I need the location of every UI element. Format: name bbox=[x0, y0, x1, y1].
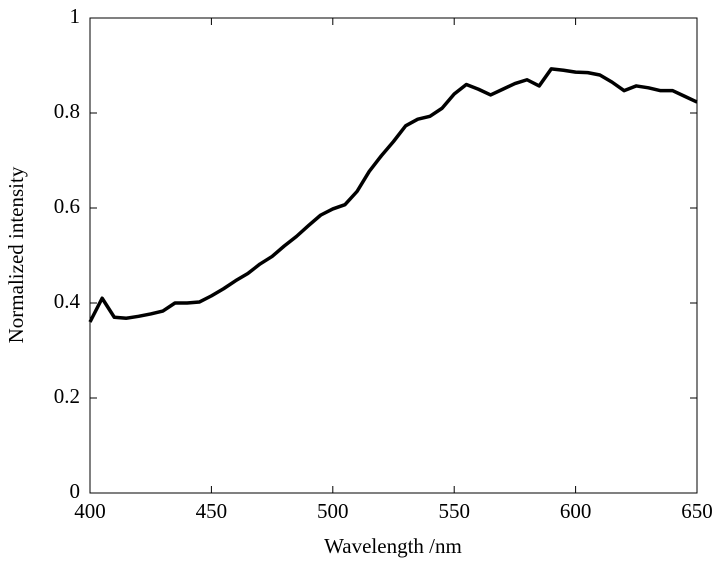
x-tick-label: 600 bbox=[560, 499, 592, 523]
plot-frame bbox=[89, 17, 698, 494]
x-tick-label: 450 bbox=[196, 499, 228, 523]
y-tick-label: 0 bbox=[70, 479, 81, 503]
y-tick-label: 0.2 bbox=[54, 384, 80, 408]
y-tick-label: 0.6 bbox=[54, 194, 80, 218]
x-axis-label: Wavelength /nm bbox=[324, 534, 462, 558]
y-tick-label: 0.4 bbox=[54, 289, 81, 313]
y-axis-label: Normalized intensity bbox=[4, 166, 28, 343]
x-tick-label: 500 bbox=[317, 499, 349, 523]
x-tick-label: 650 bbox=[681, 499, 713, 523]
data-line bbox=[88, 67, 698, 323]
y-tick-label: 0.8 bbox=[54, 99, 80, 123]
x-tick-label: 550 bbox=[438, 499, 470, 523]
x-tick-label: 400 bbox=[74, 499, 106, 523]
y-tick-label: 1 bbox=[70, 4, 81, 28]
